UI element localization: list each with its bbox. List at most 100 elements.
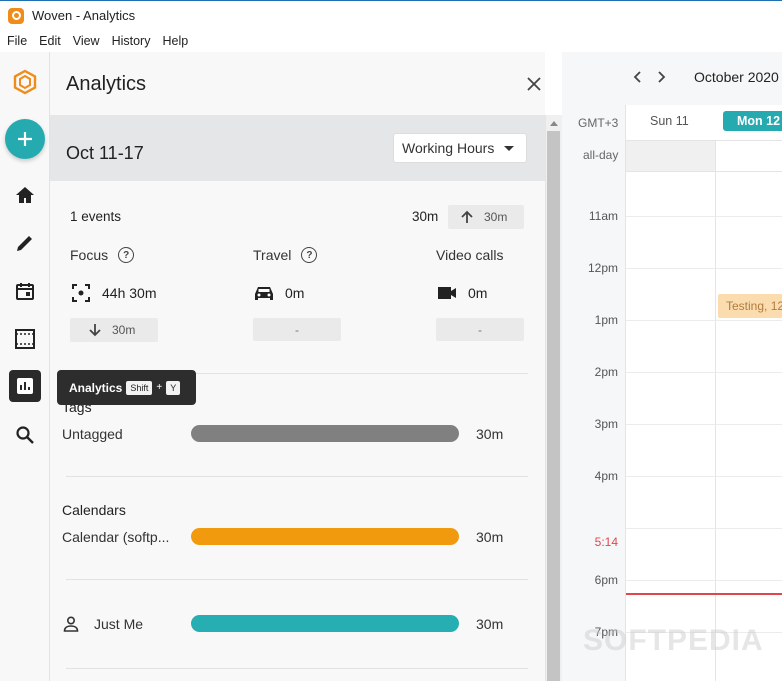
date-range-label: Oct 11-17 <box>66 143 144 163</box>
travel-value: 0m <box>253 282 304 304</box>
analytics-icon[interactable] <box>9 370 41 402</box>
events-total: 30m <box>412 209 439 224</box>
arrow-up-icon <box>461 210 473 223</box>
hour-line <box>626 476 782 477</box>
allday-today-cell[interactable] <box>715 141 782 171</box>
divider <box>66 476 528 477</box>
day-separator <box>715 172 716 681</box>
date-range-bar: Oct 11-17 Working Hours <box>50 115 545 181</box>
total-delta-chip: 30m <box>448 205 524 229</box>
hour-label-7pm: 7pm <box>594 625 618 639</box>
day-header-mon[interactable]: Mon 12 <box>723 111 782 131</box>
woven-hexagon-icon[interactable] <box>12 69 38 95</box>
calendar-icon[interactable] <box>13 279 37 303</box>
travel-value-text: 0m <box>285 285 305 301</box>
close-panel-button[interactable] <box>523 73 545 95</box>
allday-row[interactable] <box>626 140 782 172</box>
people-row-value: 30m <box>476 616 504 632</box>
video-calls-value: 0m <box>436 282 487 304</box>
travel-label-text: Travel <box>253 247 292 263</box>
home-icon[interactable] <box>13 183 37 207</box>
people-bar <box>191 615 459 632</box>
hour-line <box>626 372 782 373</box>
hour-line <box>626 268 782 269</box>
focus-delta-value: 30m <box>112 323 136 337</box>
hour-line <box>626 580 782 581</box>
hour-line <box>626 424 782 425</box>
analytics-panel: Analytics Oct 11-17 Working Hours 1 even… <box>50 52 545 681</box>
prev-week-chevron-icon[interactable] <box>631 70 645 84</box>
focus-delta-chip: 30m <box>70 318 158 342</box>
menu-help[interactable]: Help <box>162 34 189 48</box>
hour-label-1pm: 1pm <box>594 313 618 327</box>
menu-bar: File Edit View History Help <box>0 30 782 52</box>
calendars-title: Calendars <box>62 502 126 518</box>
video-calls-delta-chip: - <box>436 318 524 341</box>
hour-line <box>626 528 782 529</box>
help-icon[interactable]: ? <box>118 247 135 263</box>
hour-label-11am: 11am <box>588 209 618 223</box>
next-week-chevron-icon[interactable] <box>654 70 668 84</box>
divider <box>66 373 528 374</box>
menu-file[interactable]: File <box>7 34 28 48</box>
travel-delta-chip: - <box>253 318 341 341</box>
panel-scrollbar[interactable] <box>545 115 562 681</box>
menu-history[interactable]: History <box>111 34 151 48</box>
event-chip[interactable]: Testing, 12 <box>718 294 782 318</box>
scroll-up-arrow-icon[interactable] <box>550 121 558 126</box>
menu-view[interactable]: View <box>72 34 100 48</box>
video-calls-label: Video calls <box>436 247 503 263</box>
woven-logo-icon <box>8 7 24 24</box>
hour-line <box>626 216 782 217</box>
window-title: Woven - Analytics <box>32 8 136 23</box>
allday-label: all-day <box>583 148 619 162</box>
people-row: Just Me <box>62 615 143 633</box>
events-count: 1 events <box>70 209 122 224</box>
calendar-row-value: 30m <box>476 529 504 545</box>
focus-value-text: 44h 30m <box>102 285 157 301</box>
plus-icon <box>18 132 32 146</box>
calendar-grid[interactable]: Sun 11 Mon 12 Testing, 12 <box>625 105 782 681</box>
softpedia-watermark: SOFTPEDIA <box>583 624 764 657</box>
nav-rail <box>0 52 50 681</box>
hour-label-3pm: 3pm <box>594 417 618 431</box>
panel-title: Analytics <box>66 73 147 95</box>
divider <box>66 668 528 669</box>
video-calls-value-text: 0m <box>468 285 488 301</box>
tag-row-value: 30m <box>476 426 504 442</box>
tag-row-label: Untagged <box>62 426 123 442</box>
menu-edit[interactable]: Edit <box>39 34 61 48</box>
add-event-button[interactable] <box>5 119 45 159</box>
day-header-sun[interactable]: Sun 11 <box>650 114 689 128</box>
focus-icon <box>70 282 92 304</box>
current-time-line <box>626 593 782 595</box>
calendar-bar <box>191 528 459 545</box>
search-icon[interactable] <box>13 423 37 447</box>
car-icon <box>253 282 275 304</box>
scrollbar-thumb[interactable] <box>547 131 560 681</box>
tag-bar <box>191 425 459 442</box>
hour-label-6pm: 6pm <box>594 573 618 587</box>
working-hours-value: Working Hours <box>402 140 495 156</box>
divider <box>66 579 528 580</box>
hour-label-12pm: 12pm <box>587 261 618 275</box>
arrow-down-icon <box>89 324 101 337</box>
tooltip-plus: + <box>156 382 163 393</box>
help-icon[interactable]: ? <box>301 247 318 263</box>
video-camera-icon <box>436 282 458 304</box>
hour-line <box>626 632 782 633</box>
focus-value: 44h 30m <box>70 282 156 304</box>
travel-label: Travel ? <box>253 247 318 263</box>
people-row-label: Just Me <box>94 616 144 632</box>
hour-label-2pm: 2pm <box>594 365 618 379</box>
total-delta-value: 30m <box>484 210 508 224</box>
analytics-tooltip: Analytics Shift + Y <box>57 370 196 405</box>
schedule-icon[interactable] <box>13 327 37 351</box>
close-icon <box>527 77 541 91</box>
person-icon <box>63 616 79 632</box>
calendar-view: October 2020 GMT+3 all-day Sun 11 Mon 12… <box>562 52 782 681</box>
month-label: October 2020 <box>694 69 779 85</box>
pencil-icon[interactable] <box>13 231 37 255</box>
tooltip-key-y: Y <box>166 380 181 395</box>
working-hours-select[interactable]: Working Hours <box>393 133 527 163</box>
